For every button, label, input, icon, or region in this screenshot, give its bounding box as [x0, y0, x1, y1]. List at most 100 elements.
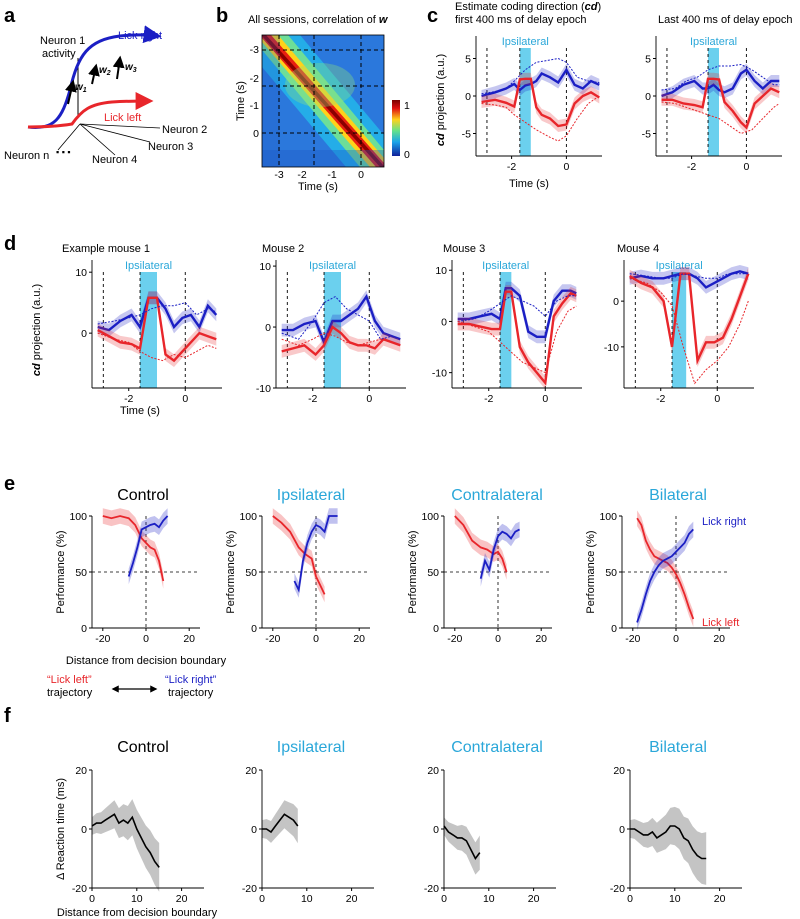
w2-arrow: [88, 63, 100, 85]
panel-b-heatmap: All sessions, correlation of w 1 0 -3 -2…: [235, 14, 410, 193]
x-tick-label: -2: [687, 161, 696, 173]
trace-right: [481, 67, 600, 98]
band-left: [457, 285, 577, 390]
y-tick-label: 50: [605, 567, 617, 579]
trace-left: [457, 290, 577, 386]
w3-label: w3: [125, 62, 137, 74]
perf-left: [636, 517, 695, 620]
neuron-n-label: Neuron n: [4, 150, 49, 162]
y-tick-label: -5: [462, 129, 471, 141]
x-tick-label: 0: [259, 893, 265, 905]
rt-band: [92, 799, 160, 892]
panel-c-title-line1: Estimate coding direction (cd): [455, 1, 601, 13]
f-title-bilateral: Bilateral: [649, 739, 707, 756]
f-title-ipsilateral: Ipsilateral: [277, 739, 345, 756]
f-title-control: Control: [117, 739, 169, 756]
lick-right-label: Lick right: [118, 30, 162, 42]
hm-xtick: 0: [358, 169, 364, 181]
panel-d-ylabel: cd projection (a.u.): [31, 284, 43, 376]
rt-band: [444, 817, 480, 875]
x-tick-label: 0: [313, 633, 319, 645]
y-tick-label: 10: [259, 261, 271, 273]
y-tick-label: -20: [72, 883, 87, 895]
panel-letter-f: f: [4, 705, 11, 727]
trace-left-dotted: [481, 95, 600, 142]
panel-c-title-last: Last 400 ms of delay epoch: [658, 14, 793, 26]
x-tick-label: 10: [301, 893, 313, 905]
band-left: [637, 510, 694, 627]
rt-trace: [91, 813, 160, 868]
e-ylabel: Performance (%): [55, 530, 67, 613]
stim-window: [324, 272, 341, 388]
perf-right: [127, 515, 169, 577]
trace-right-dotted: [629, 273, 749, 279]
trace-right: [281, 293, 401, 346]
stim-label: Ipsilateral: [482, 260, 529, 272]
y-tick-label: 20: [75, 765, 87, 777]
trace-right-dotted: [281, 295, 401, 340]
x-tick-label: 10: [669, 893, 681, 905]
y-tick-label: 20: [427, 765, 439, 777]
x-tick-label: -20: [447, 633, 462, 645]
right-traj-line1: “Lick right”: [165, 674, 217, 686]
trace-left: [481, 77, 600, 128]
x-tick-label: -2: [308, 393, 317, 405]
w1-label: w1: [75, 82, 87, 94]
x-tick-label: 0: [563, 161, 569, 173]
trace-right: [629, 270, 749, 289]
hm-xtick: -1: [327, 169, 336, 181]
y-tick-label: -10: [604, 342, 619, 354]
panel-a-schematic: Neuron 1 activity Lick right Lick left w…: [4, 25, 207, 166]
hm-ytick: 0: [253, 128, 259, 140]
panel-c-ylabel: cd projection (a.u.): [435, 54, 447, 146]
lick-right-trajectory: [27, 25, 162, 129]
band-right: [294, 508, 338, 598]
x-tick-label: 20: [346, 893, 358, 905]
y-tick-label: 0: [645, 91, 651, 103]
hm-ytick: -3: [250, 44, 259, 56]
colorbar-min: 0: [404, 149, 410, 161]
stim-label: Ipsilateral: [309, 260, 356, 272]
e-ylabel: Performance (%): [407, 530, 419, 613]
neuron-4-label: Neuron 4: [92, 154, 137, 166]
rt-trace: [262, 813, 299, 834]
e-xlabel: Distance from decision boundary: [66, 655, 227, 667]
ellipsis-dots: ▪ ▪ ▪: [56, 147, 71, 157]
trace-left-dotted: [661, 101, 780, 135]
panel-d-xlabel: Time (s): [120, 405, 160, 417]
neuron-2-label: Neuron 2: [162, 124, 207, 136]
right-traj-line2: trajectory: [168, 687, 214, 699]
y-tick-label: -20: [242, 883, 257, 895]
y-tick-label: 100: [599, 511, 617, 523]
rt-trace: [630, 825, 707, 860]
trace-left-dotted: [457, 305, 577, 374]
panel-letter-c: c: [427, 5, 438, 27]
x-tick-label: 0: [89, 893, 95, 905]
hm-xlabel: Time (s): [298, 181, 338, 193]
hm-xtick: -3: [274, 169, 283, 181]
band-left: [629, 267, 749, 367]
neuron1-activity-line1: Neuron 1: [40, 35, 85, 47]
y-tick-label: 0: [465, 91, 471, 103]
x-tick-label: 20: [528, 893, 540, 905]
y-tick-label: 50: [427, 567, 439, 579]
x-tick-label: 10: [131, 893, 143, 905]
stim-window: [140, 272, 157, 388]
y-tick-label: 10: [435, 265, 447, 277]
x-tick-label: -20: [95, 633, 110, 645]
y-tick-label: 0: [251, 623, 257, 635]
hm-ytick: -2: [250, 73, 259, 85]
panel-letter-a: a: [4, 5, 16, 27]
e-ylabel: Performance (%): [585, 530, 597, 613]
x-tick-label: 20: [535, 633, 547, 645]
lick-left-trajectory: [27, 92, 154, 129]
rt-band: [262, 800, 298, 844]
x-tick-label: 0: [143, 633, 149, 645]
y-tick-label: 100: [69, 511, 87, 523]
e-lick-right-label: Lick right: [702, 516, 746, 528]
panel-letter-e: e: [4, 473, 15, 495]
x-tick-label: 0: [743, 161, 749, 173]
x-tick-label: 20: [714, 893, 726, 905]
trace-right: [457, 287, 577, 338]
